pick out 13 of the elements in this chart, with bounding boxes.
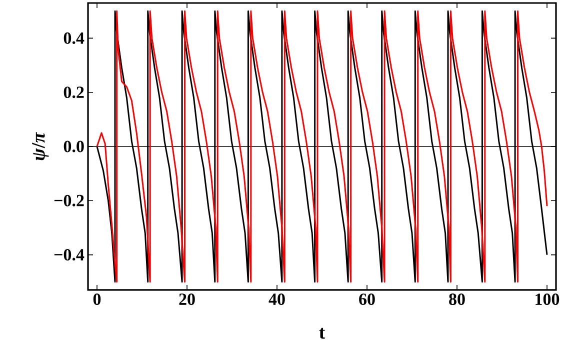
x-tick-label: 0	[93, 294, 101, 305]
y-axis-title: ψ/π	[32, 132, 49, 160]
y-tick-label: 0.4	[64, 32, 84, 44]
x-axis-title: t	[319, 328, 326, 339]
y-tick-label: −0.2	[54, 194, 84, 206]
x-tick-label: 80	[449, 294, 465, 305]
x-tick-label: 20	[179, 294, 195, 305]
x-tick-label: 100	[536, 294, 560, 305]
x-tick-label: 40	[268, 294, 285, 305]
y-tick-label: 0.2	[64, 86, 84, 98]
y-tick-label: 0.0	[64, 140, 84, 152]
x-tick-label: 60	[359, 294, 375, 305]
y-tick-label: −0.4	[54, 249, 84, 261]
